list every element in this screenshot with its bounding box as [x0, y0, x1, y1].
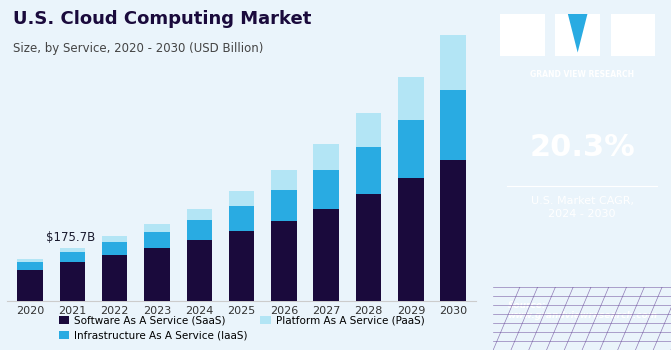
Bar: [313, 170, 339, 209]
Bar: [102, 255, 127, 301]
Bar: [229, 206, 254, 231]
FancyBboxPatch shape: [556, 14, 600, 56]
FancyBboxPatch shape: [611, 14, 655, 56]
Text: U.S. Cloud Computing Market: U.S. Cloud Computing Market: [13, 10, 312, 28]
Bar: [313, 144, 339, 170]
Text: GRAND VIEW RESEARCH: GRAND VIEW RESEARCH: [530, 70, 634, 79]
Bar: [102, 241, 127, 255]
Bar: [440, 160, 466, 301]
Bar: [102, 236, 127, 241]
Bar: [229, 191, 254, 206]
Bar: [187, 220, 212, 240]
Bar: [187, 240, 212, 301]
Text: U.S. Market CAGR,
2024 - 2030: U.S. Market CAGR, 2024 - 2030: [531, 196, 633, 219]
Bar: [187, 209, 212, 220]
Text: $175.7B: $175.7B: [46, 231, 95, 244]
Bar: [398, 77, 423, 120]
Bar: [398, 178, 423, 301]
Bar: [398, 120, 423, 178]
Bar: [144, 248, 170, 301]
Bar: [440, 90, 466, 160]
Bar: [144, 232, 170, 248]
Bar: [17, 270, 43, 301]
Text: 20.3%: 20.3%: [529, 133, 635, 162]
Legend: Software As A Service (SaaS), Infrastructure As A Service (IaaS), Platform As A : Software As A Service (SaaS), Infrastruc…: [54, 311, 429, 345]
Bar: [17, 259, 43, 262]
Bar: [144, 224, 170, 232]
Bar: [271, 190, 297, 221]
Polygon shape: [568, 14, 587, 52]
Bar: [60, 262, 85, 301]
Bar: [271, 169, 297, 190]
Bar: [356, 147, 381, 194]
Bar: [229, 231, 254, 301]
Bar: [440, 35, 466, 90]
Bar: [313, 209, 339, 301]
Text: Source:
www.grandviewresearch.com: Source: www.grandviewresearch.com: [507, 301, 658, 320]
Bar: [356, 194, 381, 301]
Text: Size, by Service, 2020 - 2030 (USD Billion): Size, by Service, 2020 - 2030 (USD Billi…: [13, 42, 264, 55]
Bar: [60, 252, 85, 262]
Bar: [356, 113, 381, 147]
Bar: [271, 221, 297, 301]
FancyBboxPatch shape: [501, 14, 545, 56]
Bar: [60, 247, 85, 252]
Bar: [17, 262, 43, 270]
